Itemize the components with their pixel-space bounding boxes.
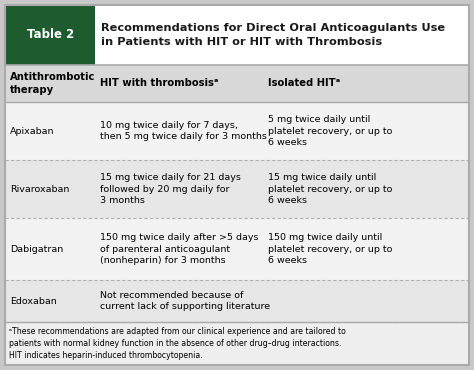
Text: Rivaroxaban: Rivaroxaban bbox=[10, 185, 69, 194]
Bar bbox=[5, 5, 95, 65]
Bar bbox=[5, 322, 469, 365]
Text: Dabigatran: Dabigatran bbox=[10, 245, 63, 253]
Text: ᵃThese recommendations are adapted from our clinical experience and are tailored: ᵃThese recommendations are adapted from … bbox=[9, 327, 346, 360]
Text: Table 2: Table 2 bbox=[27, 28, 74, 41]
Text: Apixaban: Apixaban bbox=[10, 127, 55, 135]
Bar bbox=[5, 65, 469, 102]
Text: Antithrombotic
therapy: Antithrombotic therapy bbox=[10, 72, 95, 95]
Text: 10 mg twice daily for 7 days,
then 5 mg twice daily for 3 months: 10 mg twice daily for 7 days, then 5 mg … bbox=[100, 121, 267, 141]
Text: 15 mg twice daily until
platelet recovery, or up to
6 weeks: 15 mg twice daily until platelet recover… bbox=[267, 173, 392, 205]
Text: 150 mg twice daily until
platelet recovery, or up to
6 weeks: 150 mg twice daily until platelet recove… bbox=[267, 233, 392, 265]
Text: 150 mg twice daily after >5 days
of parenteral anticoagulant
(nonheparin) for 3 : 150 mg twice daily after >5 days of pare… bbox=[100, 233, 259, 265]
Bar bbox=[5, 280, 469, 322]
Text: 15 mg twice daily for 21 days
followed by 20 mg daily for
3 months: 15 mg twice daily for 21 days followed b… bbox=[100, 173, 241, 205]
Bar bbox=[95, 5, 469, 65]
Text: Edoxaban: Edoxaban bbox=[10, 296, 57, 306]
Text: Recommendations for Direct Oral Anticoagulants Use
in Patients with HIT or HIT w: Recommendations for Direct Oral Anticoag… bbox=[101, 23, 446, 47]
Bar bbox=[5, 102, 469, 160]
Text: Isolated HITᵃ: Isolated HITᵃ bbox=[267, 78, 340, 88]
Bar bbox=[5, 218, 469, 280]
Text: 5 mg twice daily until
platelet recovery, or up to
6 weeks: 5 mg twice daily until platelet recovery… bbox=[267, 115, 392, 147]
Text: HIT with thrombosisᵃ: HIT with thrombosisᵃ bbox=[100, 78, 219, 88]
Bar bbox=[5, 160, 469, 218]
Text: Not recommended because of
current lack of supporting literature: Not recommended because of current lack … bbox=[100, 291, 271, 311]
